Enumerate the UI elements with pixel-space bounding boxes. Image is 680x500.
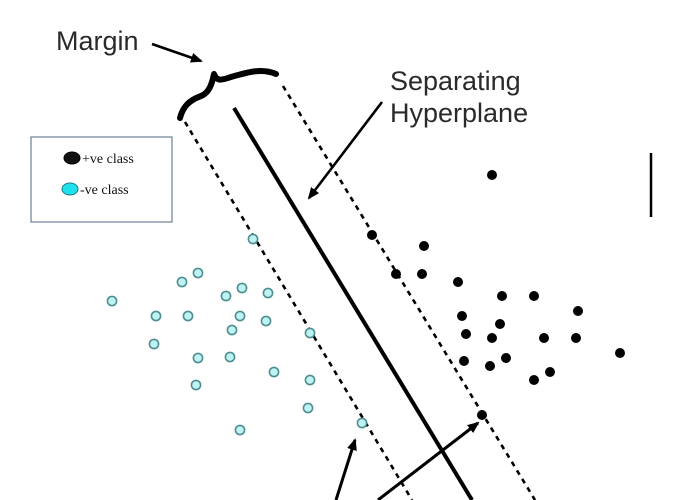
negative-margin-line <box>183 121 414 500</box>
separating-hyperplane-line <box>232 106 474 500</box>
hyperplane-label-line1: Separating <box>390 66 521 96</box>
legend-negative-label: -ve class <box>80 183 129 198</box>
positive-point <box>545 367 555 377</box>
negative-point <box>247 233 259 245</box>
hyperplane-arrow <box>307 101 384 200</box>
negative-point <box>356 417 368 429</box>
margin-label: Margin <box>56 26 139 56</box>
negative-point <box>262 287 274 299</box>
positive-point <box>367 230 377 240</box>
positive-point <box>539 333 549 343</box>
positive-point <box>615 348 625 358</box>
positive-point <box>497 291 507 301</box>
positive-point <box>529 291 539 301</box>
positive-point <box>573 306 583 316</box>
positive-point <box>495 319 505 329</box>
positive-point <box>477 410 487 420</box>
negative-point <box>304 327 316 339</box>
positive-point <box>459 356 469 366</box>
positive-margin-line <box>281 85 537 500</box>
margin-brace <box>177 67 279 121</box>
hyperplane-label-line2: Hyperplane <box>390 98 528 128</box>
margin-arrow <box>151 42 203 63</box>
negative-point <box>182 310 194 322</box>
legend-positive-label: +ve class <box>82 152 134 167</box>
positive-point <box>487 170 497 180</box>
positive-point <box>487 333 497 343</box>
negative-point <box>236 282 248 294</box>
negative-point <box>106 295 118 307</box>
positive-point <box>571 333 581 343</box>
negative-point <box>192 352 204 364</box>
negative-point <box>268 366 280 378</box>
negative-point <box>302 402 314 414</box>
negative-point <box>150 310 162 322</box>
legend: +ve class -ve class <box>30 136 173 223</box>
negative-point <box>224 351 236 363</box>
negative-point <box>190 379 202 391</box>
negative-point <box>304 374 316 386</box>
support-vector-arrow-positive <box>377 421 480 500</box>
positive-point <box>419 241 429 251</box>
negative-point <box>226 324 238 336</box>
negative-point <box>220 290 232 302</box>
positive-point <box>391 269 401 279</box>
legend-positive-marker <box>63 151 81 165</box>
positive-point <box>529 375 539 385</box>
negative-point <box>234 310 246 322</box>
negative-point <box>260 315 272 327</box>
positive-point <box>457 311 467 321</box>
support-vector-arrow-negative <box>334 438 357 500</box>
negative-point <box>234 424 246 436</box>
positive-point <box>453 277 463 287</box>
positive-point <box>485 361 495 371</box>
negative-point <box>176 276 188 288</box>
positive-point <box>461 329 471 339</box>
positive-point <box>417 269 427 279</box>
positive-class-points <box>367 170 625 420</box>
negative-class-points <box>106 233 368 436</box>
legend-box <box>30 136 173 223</box>
negative-point <box>148 338 160 350</box>
positive-point <box>501 353 511 363</box>
legend-negative-marker <box>61 182 79 196</box>
negative-point <box>192 267 204 279</box>
